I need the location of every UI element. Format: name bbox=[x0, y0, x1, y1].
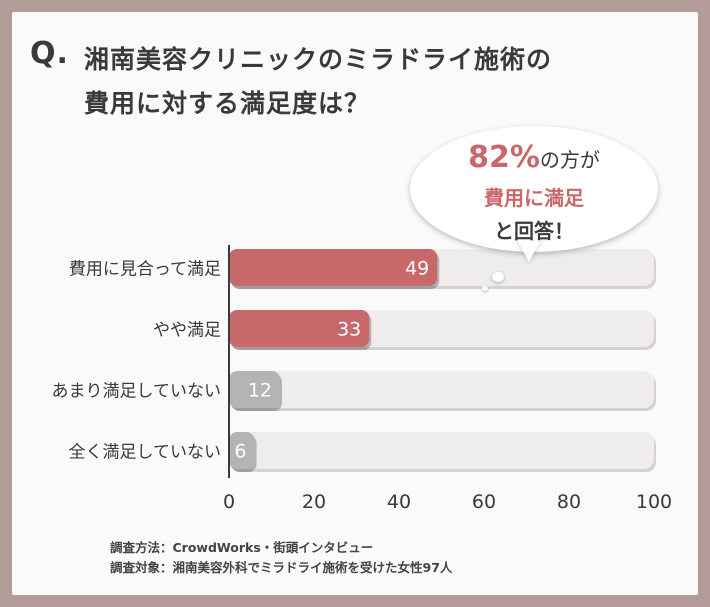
callout-line-2: 費用に満足 bbox=[484, 186, 584, 210]
bar bbox=[229, 310, 370, 347]
callout-dot-small bbox=[482, 286, 488, 291]
x-tick-label: 80 bbox=[557, 491, 581, 513]
bar bbox=[229, 371, 280, 408]
x-tick-label: 20 bbox=[302, 491, 326, 513]
bar-value-label: 33 bbox=[337, 319, 361, 341]
bar bbox=[229, 432, 255, 469]
bar bbox=[229, 249, 438, 286]
bar-track bbox=[229, 371, 654, 408]
survey-method-note: 調査方法：CrowdWorks・街頭インタビュー bbox=[110, 540, 374, 555]
callout-percent: 82% bbox=[468, 140, 540, 175]
question-prefix: Q. bbox=[30, 36, 69, 71]
category-label: やや満足 bbox=[153, 321, 221, 341]
x-tick-label: 0 bbox=[223, 491, 235, 513]
question-line-2: 費用に対する満足度は？ bbox=[84, 89, 371, 118]
category-label: 全く満足していない bbox=[69, 443, 222, 463]
callout-bubble-tail bbox=[515, 236, 543, 262]
survey-target-note: 調査対象：湘南美容外科でミラドライ施術を受けた女性97人 bbox=[110, 560, 453, 575]
bar-track bbox=[229, 432, 654, 469]
x-tick-label: 100 bbox=[636, 491, 672, 513]
callout-bubble bbox=[410, 126, 658, 252]
category-label: 費用に見合って満足 bbox=[69, 260, 221, 280]
callout-line-3: と回答！ bbox=[494, 219, 574, 243]
x-tick-label: 40 bbox=[387, 491, 411, 513]
survey-card bbox=[12, 12, 698, 595]
bar-value-label: 6 bbox=[234, 441, 246, 463]
x-tick-label: 60 bbox=[472, 491, 496, 513]
callout-line-1-rest: の方が bbox=[539, 148, 600, 172]
category-label: あまり満足していない bbox=[52, 382, 222, 402]
callout-line-1: 82%の方が bbox=[410, 140, 658, 175]
callout-dot bbox=[492, 272, 504, 282]
question-line-1: 湘南美容クリニックのミラドライ施術の bbox=[84, 45, 553, 74]
bar-value-label: 49 bbox=[405, 258, 429, 280]
bar-value-label: 12 bbox=[248, 380, 272, 402]
